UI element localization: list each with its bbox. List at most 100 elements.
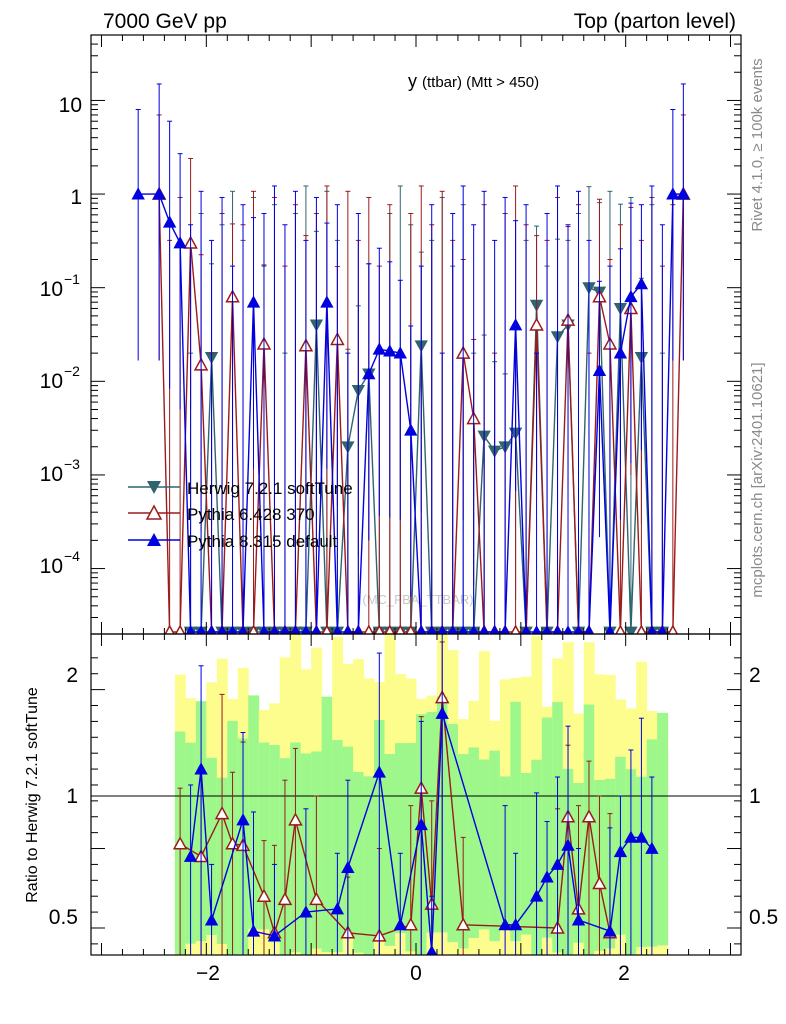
- ratio-point: [341, 860, 355, 873]
- data-point: [468, 625, 479, 634]
- data-point: [676, 187, 691, 200]
- data-point: [447, 625, 458, 634]
- ratio-series-1: [183, 634, 659, 955]
- series-line: [138, 193, 684, 633]
- ratio-y-tick-label: 2: [66, 664, 78, 687]
- legend-marker: [145, 504, 163, 520]
- data-point: [173, 236, 187, 249]
- legend-marker: [147, 533, 161, 546]
- y-tick-label: 10: [40, 278, 63, 301]
- data-point: [613, 346, 628, 359]
- data-point: [343, 625, 353, 634]
- data-point: [634, 276, 649, 290]
- ratio-point: [183, 849, 198, 862]
- ratio-band-inner: [206, 757, 218, 935]
- ratio-point: [214, 806, 230, 820]
- data-point: [647, 625, 657, 634]
- ratio-band-inner: [489, 750, 501, 942]
- data-point: [657, 625, 668, 634]
- data-point: [605, 625, 615, 634]
- ratio-y-tick-label-right: 2: [749, 664, 761, 687]
- x-tick-labels: −2 0 2: [196, 962, 630, 985]
- legend-marker: [147, 481, 161, 494]
- header-left: 7000 GeV pp: [103, 10, 227, 33]
- ratio-y-tick-label: 0.5: [49, 906, 78, 929]
- ratio-point: [540, 870, 554, 883]
- ratio-y-tick-labels: 0.5 1 2 0.5 1 2: [49, 664, 778, 929]
- x-tick-label: 2: [618, 962, 630, 985]
- data-point: [321, 624, 333, 634]
- y-tick-label: 1: [70, 186, 82, 209]
- ratio-point: [571, 913, 586, 926]
- ratio-point: [277, 891, 293, 906]
- ratio-point: [236, 813, 250, 826]
- data-point: [164, 624, 175, 634]
- data-point: [238, 625, 248, 634]
- ratio-point: [435, 706, 449, 719]
- legend-label: Pythia 8.315 default: [187, 532, 338, 551]
- ratio-y-tick-label-right: 1: [749, 785, 761, 808]
- ratio-point: [256, 888, 272, 902]
- data-point: [131, 187, 145, 200]
- y-tick-label: 10: [40, 463, 63, 486]
- data-point: [416, 625, 427, 634]
- data-point: [393, 346, 407, 359]
- legend-entry-pythia8: Pythia 8.315 default: [128, 532, 338, 551]
- data-point: [196, 625, 206, 634]
- ratio-point: [455, 917, 471, 931]
- data-point: [584, 625, 594, 634]
- data-point: [301, 625, 311, 634]
- ratio-point: [194, 762, 208, 775]
- data-point: [404, 423, 418, 436]
- ratio-point: [592, 875, 607, 890]
- data-point: [280, 625, 290, 634]
- data-point: [206, 625, 217, 634]
- y-tick-label-exponent: −4: [64, 548, 80, 564]
- y-tick-label: 10: [59, 94, 82, 117]
- data-point: [174, 624, 186, 634]
- ratio-y-tick-label: 1: [66, 785, 78, 808]
- ratio-point: [299, 905, 313, 918]
- legend-entry-herwig: Herwig 7.2.1 softTune: [128, 479, 353, 498]
- data-point: [383, 344, 397, 357]
- data-point: [311, 625, 322, 634]
- axis-ticks: [91, 34, 741, 955]
- data-point: [248, 624, 259, 634]
- legend-label: Herwig 7.2.1 softTune: [187, 479, 353, 498]
- legend: Herwig 7.2.1 softTune Pythia 6.428 370 P…: [128, 479, 353, 551]
- data-point: [217, 625, 227, 634]
- ratio-point: [634, 830, 649, 843]
- data-point: [259, 625, 269, 634]
- data-point: [529, 317, 544, 331]
- ratio-band-inner: [269, 744, 281, 943]
- ratio-series: [172, 634, 659, 955]
- data-point: [374, 624, 385, 634]
- rivet-label: Rivet 4.1.0, ≥ 100k events: [749, 58, 766, 231]
- data-point: [185, 625, 196, 634]
- x-tick-label: 0: [410, 962, 422, 985]
- ratio-point: [561, 838, 575, 851]
- legend-label: Pythia 6.428 370: [187, 505, 315, 524]
- data-point: [624, 626, 638, 634]
- ratio-band-inner: [363, 776, 375, 955]
- ratio-point: [613, 844, 628, 858]
- mcplots-label: mcplots.cern.ch [arXiv:2401.10621]: [749, 362, 766, 597]
- ratio-band-inner: [478, 759, 490, 930]
- data-point: [437, 625, 448, 634]
- y-tick-label-exponent: −3: [64, 456, 80, 472]
- legend-entry-pythia6: Pythia 6.428 370: [128, 504, 315, 524]
- data-point: [152, 187, 166, 200]
- data-point: [552, 625, 563, 634]
- series-2: [131, 83, 691, 634]
- data-point: [508, 318, 523, 331]
- ratio-point: [288, 812, 303, 826]
- data-point: [320, 295, 334, 308]
- data-point: [592, 363, 607, 377]
- ratio-point: [403, 917, 419, 931]
- data-point: [246, 295, 261, 308]
- data-point: [227, 625, 238, 634]
- data-point: [290, 625, 301, 634]
- data-point: [162, 215, 177, 228]
- ratio-point: [624, 830, 638, 843]
